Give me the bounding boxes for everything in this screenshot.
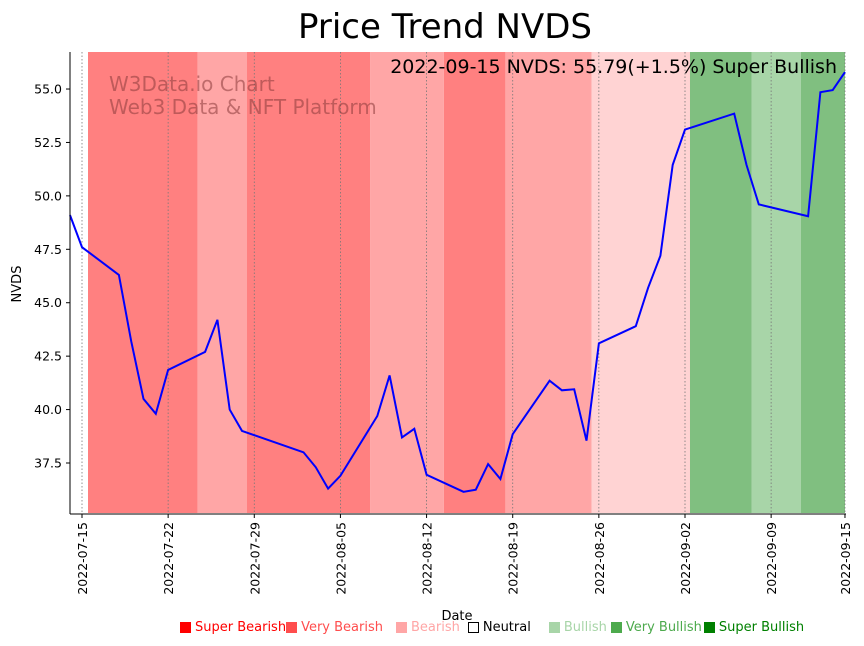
legend-swatch — [548, 622, 560, 633]
sentiment-regions — [88, 52, 845, 513]
x-tick-label: 2022-09-09 — [764, 522, 779, 595]
legend-swatch — [286, 622, 298, 633]
legend-label: Very Bullish — [625, 620, 702, 635]
sentiment-region — [751, 52, 801, 513]
legend-item: Super Bullish — [703, 620, 805, 635]
legend-swatch — [395, 622, 407, 633]
legend-item: Neutral — [467, 620, 531, 635]
x-tick-label: 2022-09-02 — [678, 522, 693, 595]
legend-item: Bullish — [548, 620, 607, 635]
y-tick-label: 55.0 — [34, 82, 62, 97]
legend-item: Bearish — [395, 620, 460, 635]
legend-item: Very Bearish — [286, 620, 383, 635]
sentiment-region — [800, 52, 845, 513]
x-tick-label: 2022-07-22 — [161, 522, 176, 595]
watermark-line-2: Web3 Data & NFT Platform — [109, 95, 377, 119]
legend-swatch — [610, 622, 622, 633]
x-tick-label: 2022-08-26 — [592, 522, 607, 595]
watermark-line-1: W3Data.io Chart — [109, 72, 275, 96]
legend-swatch — [180, 622, 191, 633]
y-axis-label: NVDS — [10, 266, 25, 303]
sentiment-region — [197, 52, 247, 513]
y-tick-label: 50.0 — [34, 188, 62, 203]
sentiment-region — [88, 52, 198, 513]
legend-label: Bullish — [563, 620, 607, 635]
x-tick-label: 2022-07-29 — [247, 522, 262, 595]
y-tick-label: 47.5 — [34, 242, 62, 257]
sentiment-region — [505, 52, 592, 513]
y-tick-label: 42.5 — [34, 349, 62, 364]
sentiment-region — [370, 52, 444, 513]
legend-label: Very Bearish — [301, 620, 383, 635]
sentiment-region — [246, 52, 371, 513]
x-axis-label: Date — [441, 609, 472, 624]
legend-swatch — [467, 622, 479, 633]
y-axis-ticks: 37.5 40.0 42.5 45.0 47.5 50.0 52.5 55.0 — [34, 82, 70, 471]
chart-title: Price Trend NVDS — [298, 7, 592, 47]
y-tick-label: 37.5 — [34, 456, 62, 471]
sentiment-region — [443, 52, 506, 513]
x-tick-label: 2022-09-15 — [838, 522, 853, 595]
watermark: W3Data.io Chart Web3 Data & NFT Platform — [109, 72, 377, 119]
legend-label: Neutral — [482, 620, 531, 635]
legend-label: Bearish — [410, 620, 460, 635]
latest-price-annotation: 2022-09-15 NVDS: 55.79(+1.5%) Super Bull… — [390, 56, 837, 78]
legend-item: Very Bullish — [610, 620, 702, 635]
y-tick-label: 52.5 — [34, 135, 62, 150]
x-axis-ticks: 2022-07-15 2022-07-22 2022-07-29 2022-08-05… — [75, 514, 853, 595]
x-tick-label: 2022-08-12 — [420, 522, 435, 595]
x-tick-label: 2022-08-19 — [506, 522, 521, 595]
x-gridlines — [81, 52, 846, 514]
x-tick-label: 2022-08-05 — [333, 522, 348, 595]
sentiment-region — [689, 52, 752, 513]
price-line — [69, 71, 846, 493]
legend-label: Super Bearish — [195, 620, 287, 635]
legend: Super Bearish Very Bearish Bearish Neutral B… — [180, 620, 804, 635]
sentiment-region — [591, 52, 690, 513]
x-tick-label: 2022-07-15 — [75, 522, 90, 595]
y-tick-label: 45.0 — [34, 295, 62, 310]
legend-item: Super Bearish — [180, 620, 286, 635]
legend-swatch — [703, 622, 715, 633]
legend-label: Super Bullish — [718, 620, 805, 635]
y-tick-label: 40.0 — [34, 402, 62, 417]
